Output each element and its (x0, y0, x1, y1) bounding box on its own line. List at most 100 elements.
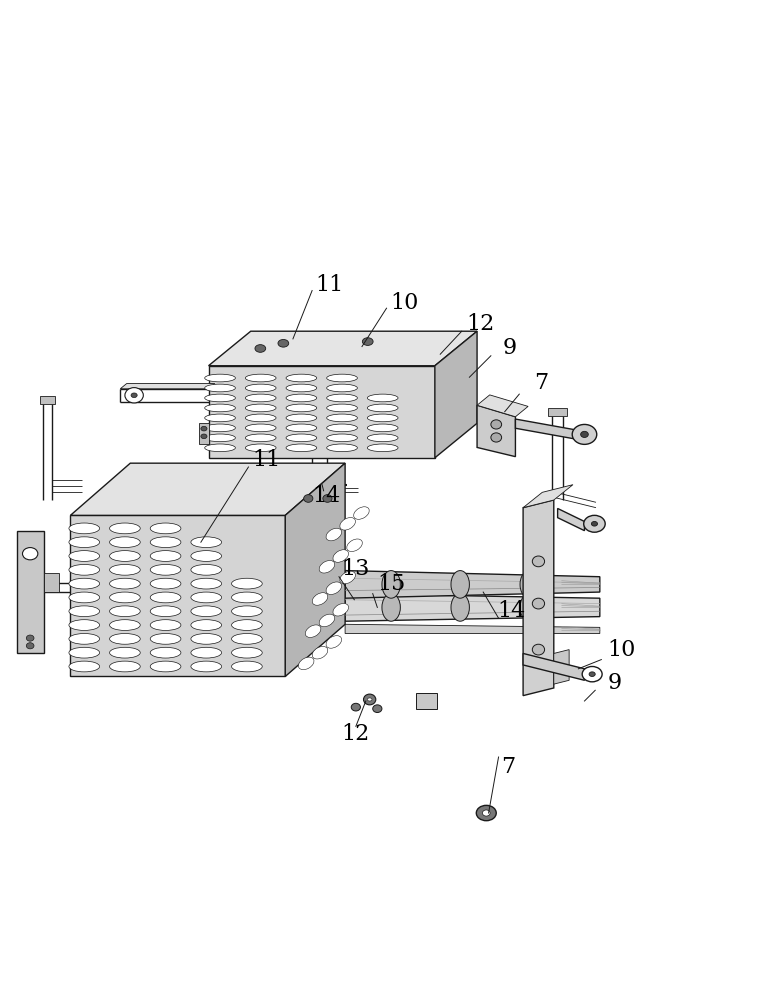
Polygon shape (523, 500, 554, 696)
Text: 11: 11 (316, 274, 344, 296)
Ellipse shape (69, 606, 99, 617)
Ellipse shape (333, 603, 349, 616)
Text: 9: 9 (608, 672, 622, 694)
Ellipse shape (582, 666, 602, 682)
Ellipse shape (326, 582, 342, 595)
Ellipse shape (351, 703, 360, 711)
Ellipse shape (373, 705, 382, 713)
Ellipse shape (246, 404, 276, 412)
Ellipse shape (451, 571, 470, 598)
Polygon shape (515, 419, 575, 439)
Ellipse shape (299, 657, 314, 670)
Ellipse shape (491, 420, 501, 429)
Ellipse shape (150, 633, 181, 644)
Ellipse shape (326, 424, 357, 432)
Ellipse shape (286, 384, 316, 392)
Ellipse shape (572, 424, 597, 444)
Polygon shape (523, 653, 584, 680)
Ellipse shape (286, 414, 316, 422)
Ellipse shape (319, 614, 335, 627)
Text: 7: 7 (500, 756, 515, 778)
Polygon shape (40, 396, 55, 404)
Ellipse shape (109, 578, 140, 589)
Ellipse shape (109, 564, 140, 575)
Ellipse shape (150, 564, 181, 575)
Ellipse shape (201, 434, 207, 439)
Polygon shape (285, 463, 345, 676)
Ellipse shape (205, 444, 236, 452)
Ellipse shape (69, 620, 99, 630)
Ellipse shape (326, 528, 342, 541)
Ellipse shape (326, 636, 342, 648)
Ellipse shape (326, 444, 357, 452)
Polygon shape (209, 331, 477, 366)
Text: 12: 12 (467, 313, 495, 335)
Ellipse shape (255, 345, 266, 352)
Ellipse shape (286, 424, 316, 432)
Ellipse shape (246, 424, 276, 432)
Ellipse shape (246, 434, 276, 442)
Ellipse shape (246, 414, 276, 422)
Ellipse shape (109, 633, 140, 644)
Ellipse shape (191, 633, 222, 644)
Ellipse shape (150, 592, 181, 603)
Ellipse shape (232, 606, 263, 617)
Ellipse shape (150, 620, 181, 630)
Ellipse shape (109, 523, 140, 534)
Ellipse shape (69, 537, 99, 548)
Ellipse shape (191, 537, 222, 548)
Ellipse shape (353, 507, 370, 519)
Ellipse shape (581, 431, 588, 437)
Ellipse shape (246, 384, 276, 392)
Ellipse shape (191, 661, 222, 672)
Polygon shape (548, 408, 567, 416)
Ellipse shape (326, 384, 357, 392)
Polygon shape (435, 331, 477, 458)
Ellipse shape (26, 635, 34, 641)
Ellipse shape (26, 643, 34, 649)
Ellipse shape (191, 551, 222, 561)
Ellipse shape (69, 633, 99, 644)
Text: 9: 9 (502, 337, 517, 359)
Ellipse shape (333, 550, 349, 562)
Ellipse shape (150, 523, 181, 534)
Ellipse shape (150, 647, 181, 658)
Ellipse shape (367, 414, 398, 422)
Ellipse shape (367, 404, 398, 412)
Text: 12: 12 (341, 723, 369, 745)
Text: 10: 10 (607, 639, 635, 661)
Ellipse shape (109, 647, 140, 658)
Ellipse shape (69, 647, 99, 658)
Text: 7: 7 (534, 372, 547, 394)
Ellipse shape (532, 644, 544, 655)
Ellipse shape (109, 537, 140, 548)
Ellipse shape (69, 551, 99, 561)
Ellipse shape (340, 571, 356, 584)
Ellipse shape (191, 647, 222, 658)
Ellipse shape (205, 374, 236, 382)
Ellipse shape (591, 521, 598, 526)
Ellipse shape (382, 594, 400, 621)
Ellipse shape (340, 518, 356, 530)
Ellipse shape (326, 394, 357, 402)
Ellipse shape (286, 374, 316, 382)
Ellipse shape (232, 620, 263, 630)
Polygon shape (120, 384, 215, 389)
Ellipse shape (232, 578, 263, 589)
Polygon shape (70, 463, 345, 515)
Ellipse shape (109, 606, 140, 617)
Ellipse shape (312, 593, 328, 605)
Ellipse shape (69, 578, 99, 589)
Ellipse shape (367, 444, 398, 452)
Ellipse shape (232, 633, 263, 644)
Ellipse shape (205, 434, 236, 442)
Ellipse shape (326, 404, 357, 412)
Polygon shape (554, 650, 569, 684)
Ellipse shape (246, 394, 276, 402)
Ellipse shape (367, 698, 372, 701)
Ellipse shape (246, 374, 276, 382)
Text: 10: 10 (390, 292, 418, 314)
Ellipse shape (191, 578, 222, 589)
Ellipse shape (589, 672, 595, 676)
Text: 14: 14 (313, 485, 341, 507)
